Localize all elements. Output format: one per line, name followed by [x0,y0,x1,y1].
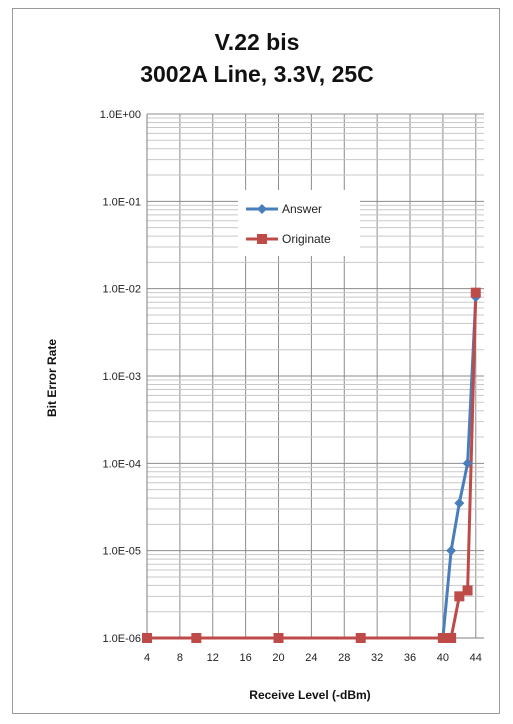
y-tick-label: 1.0E-04 [102,458,141,470]
x-axis-label: Receive Level (-dBm) [249,688,370,702]
legend-label: Originate [282,232,331,246]
x-tick-label: 44 [470,652,482,664]
y-tick-label: 1.0E-02 [102,284,141,296]
x-tick-label: 16 [240,652,252,664]
data-point-answer [462,458,473,469]
legend: Answer Originate [238,190,360,256]
markers-originate [142,287,481,643]
y-tick-label: 1.0E+00 [100,109,141,121]
data-point-originate [470,287,481,298]
legend-box [238,190,360,256]
x-tick-label: 32 [371,652,383,664]
data-point-originate [273,633,284,643]
legend-entry-answer: Answer [246,202,322,216]
x-tick-label: 12 [207,652,219,664]
legend-entry-originate: Originate [246,232,331,246]
data-point-answer [446,545,457,556]
data-point-originate [454,591,465,602]
plot-axes: 4 8 12 16 20 24 28 32 36 40 44 1.0E+00 1.0E-01 1.0E-0… [100,109,484,664]
data-point-answer [454,498,465,509]
data-point-originate [446,633,457,643]
x-tick-label: 36 [404,652,416,664]
y-tick-label: 1.0E-01 [102,196,141,208]
x-tick-label: 8 [177,652,183,664]
data-point-answer [257,204,267,214]
data-point-originate [257,234,267,244]
chart-title: V.22 bis [214,29,300,55]
data-point-originate [142,633,152,643]
y-axis-label: Bit Error Rate [45,339,59,417]
data-point-originate [191,633,202,643]
y-tick-label: 1.0E-03 [102,371,141,383]
chart-subtitle: 3002A Line, 3.3V, 25C [140,61,374,87]
x-tick-label: 28 [338,652,350,664]
data-point-originate [355,633,366,643]
data-point-originate [437,633,448,643]
x-tick-label: 20 [272,652,284,664]
x-tick-label: 24 [305,652,317,664]
x-tick-label: 40 [437,652,449,664]
legend-label: Answer [282,202,322,216]
y-tick-label: 1.0E-05 [102,546,141,558]
data-point-originate [462,585,473,596]
y-tick-label: 1.0E-06 [102,633,141,645]
plot-series [142,287,481,643]
x-tick-label: 4 [144,652,150,664]
